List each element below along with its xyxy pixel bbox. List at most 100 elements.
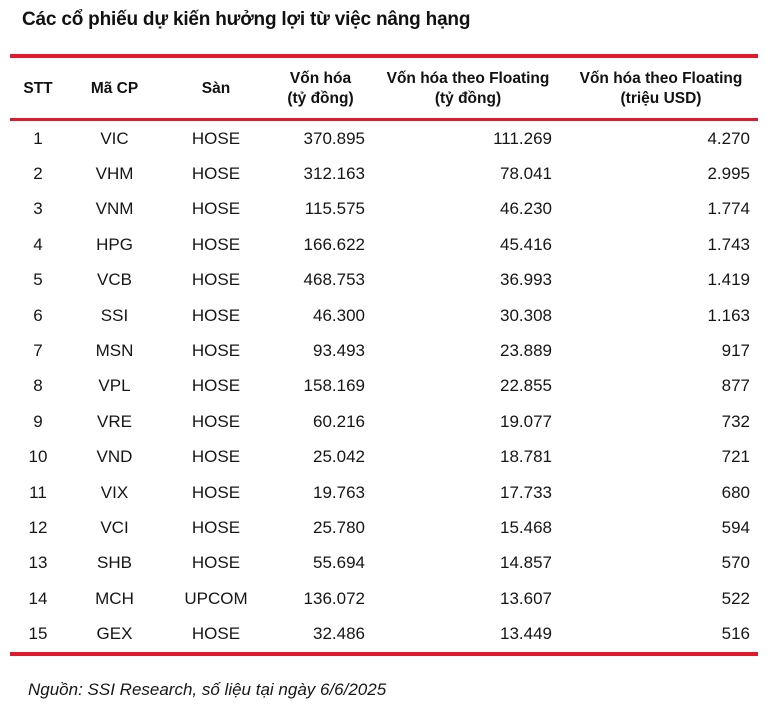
- table-cell: 17.733: [500, 482, 552, 502]
- table-row: 3 VNM HOSE 115.575 46.230 1.774: [10, 192, 758, 227]
- table-cell: 1.743: [707, 234, 750, 254]
- table-cell: 877: [721, 376, 750, 396]
- column-header-6: Vốn hóa theo Floating (triệu USD): [564, 56, 758, 120]
- column-header-3: Sàn: [163, 56, 269, 120]
- table-cell: 55.694: [313, 553, 365, 573]
- table-cell: 594: [721, 517, 750, 537]
- table-cell: MCH: [95, 588, 134, 608]
- table-cell: 9: [33, 411, 43, 431]
- table-cell: 570: [721, 553, 750, 573]
- table-cell: 136.072: [303, 588, 365, 608]
- table-cell: HOSE: [191, 447, 241, 467]
- table-cell: 19.077: [500, 411, 552, 431]
- table-row: 14 MCH UPCOM 136.072 13.607 522: [10, 581, 758, 616]
- table-cell: 721: [721, 447, 750, 467]
- table-cell: HOSE: [191, 624, 241, 644]
- table-cell: 1: [33, 128, 43, 148]
- table-cell: 25.780: [313, 517, 365, 537]
- table-row: 1 VIC HOSE 370.895 111.269 4.270: [10, 120, 758, 157]
- table-cell: HPG: [96, 234, 133, 254]
- column-header-line1: STT: [23, 80, 53, 97]
- table-cell: 22.855: [500, 376, 552, 396]
- table-cell: 111.269: [493, 128, 552, 148]
- table-row: 8 VPL HOSE 158.169 22.855 877: [10, 369, 758, 404]
- table-row: 12 VCI HOSE 25.780 15.468 594: [10, 510, 758, 545]
- table-cell: 46.300: [313, 305, 365, 325]
- table-cell: VCB: [97, 270, 132, 290]
- column-header-4: Vốn hóa (tỷ đồng): [269, 56, 372, 120]
- table-cell: SSI: [100, 305, 129, 325]
- table-cell: 680: [721, 482, 750, 502]
- column-header-line1: Sàn: [201, 80, 231, 97]
- column-header-line1: Vốn hóa theo Floating: [579, 70, 743, 87]
- column-header-line2: (triệu USD): [620, 90, 702, 107]
- table-cell: 166.622: [303, 234, 365, 254]
- table-cell: UPCOM: [184, 588, 248, 608]
- table-cell: 4: [33, 234, 43, 254]
- table-cell: VNM: [95, 199, 134, 219]
- table-cell: 19.763: [313, 482, 365, 502]
- table-row: 7 MSN HOSE 93.493 23.889 917: [10, 333, 758, 368]
- table-cell: 23.889: [500, 341, 552, 361]
- table-row: 13 SHB HOSE 55.694 14.857 570: [10, 546, 758, 581]
- table-cell: 18.781: [500, 447, 552, 467]
- table-cell: 46.230: [500, 199, 552, 219]
- table-cell: 1.419: [707, 270, 750, 290]
- table-cell: VPL: [98, 376, 131, 396]
- table-cell: 36.993: [500, 270, 552, 290]
- table-cell: 32.486: [313, 624, 365, 644]
- table-cell: VND: [96, 447, 133, 467]
- table-cell: 158.169: [303, 376, 365, 396]
- table-cell: VHM: [95, 164, 134, 184]
- table-cell: 3: [33, 199, 43, 219]
- table-body: 1 VIC HOSE 370.895 111.269 4.270 2 VHM HOSE 312.1…: [10, 120, 758, 654]
- table-cell: 93.493: [313, 341, 365, 361]
- table-cell: 8: [33, 376, 43, 396]
- table-cell: HOSE: [191, 270, 241, 290]
- table-cell: 4.270: [707, 128, 750, 148]
- table-cell: VIC: [100, 128, 129, 148]
- table-cell: 6: [33, 305, 43, 325]
- table-cell: 917: [721, 341, 750, 361]
- table-cell: 7: [33, 341, 43, 361]
- table-cell: 1.163: [707, 305, 750, 325]
- column-header-2: Mã CP: [66, 56, 163, 120]
- table-header: STT Mã CP Sàn Vốn hóa (tỷ đồng) Vốn hóa theo …: [10, 56, 758, 120]
- table-cell: 14.857: [500, 553, 552, 573]
- table-cell: HOSE: [191, 305, 241, 325]
- table-cell: 732: [721, 411, 750, 431]
- table-cell: 2.995: [707, 164, 750, 184]
- table-cell: 15: [28, 624, 48, 644]
- table-row: 11 VIX HOSE 19.763 17.733 680: [10, 475, 758, 510]
- table-cell: 370.895: [303, 128, 365, 148]
- column-header-line1: Mã CP: [90, 80, 139, 97]
- table-cell: HOSE: [191, 128, 241, 148]
- table-cell: 312.163: [303, 164, 365, 184]
- column-header-1: STT: [10, 56, 66, 120]
- table-cell: HOSE: [191, 341, 241, 361]
- table-row: 5 VCB HOSE 468.753 36.993 1.419: [10, 263, 758, 298]
- table-cell: GEX: [96, 624, 133, 644]
- table-cell: 12: [28, 517, 48, 537]
- table-cell: 10: [28, 447, 48, 467]
- table-row: 2 VHM HOSE 312.163 78.041 2.995: [10, 156, 758, 191]
- table-cell: HOSE: [191, 199, 241, 219]
- table-row: 10 VND HOSE 25.042 18.781 721: [10, 440, 758, 475]
- table-cell: SHB: [97, 553, 132, 573]
- table-cell: 2: [33, 164, 43, 184]
- table-cell: VIX: [100, 482, 129, 502]
- table-cell: 468.753: [303, 270, 365, 290]
- table-row: 15 GEX HOSE 32.486 13.449 516: [10, 616, 758, 653]
- table-cell: 15.468: [500, 517, 552, 537]
- table-cell: 45.416: [500, 234, 552, 254]
- column-header-line2: (tỷ đồng): [434, 90, 502, 107]
- column-header-5: Vốn hóa theo Floating (tỷ đồng): [372, 56, 564, 120]
- table-cell: 13.607: [500, 588, 552, 608]
- table-cell: HOSE: [191, 234, 241, 254]
- table-row: 6 SSI HOSE 46.300 30.308 1.163: [10, 298, 758, 333]
- table-row: 4 HPG HOSE 166.622 45.416 1.743: [10, 227, 758, 262]
- table-cell: 11: [29, 482, 47, 502]
- column-header-line1: Vốn hóa: [289, 70, 352, 87]
- table-cell: HOSE: [191, 553, 241, 573]
